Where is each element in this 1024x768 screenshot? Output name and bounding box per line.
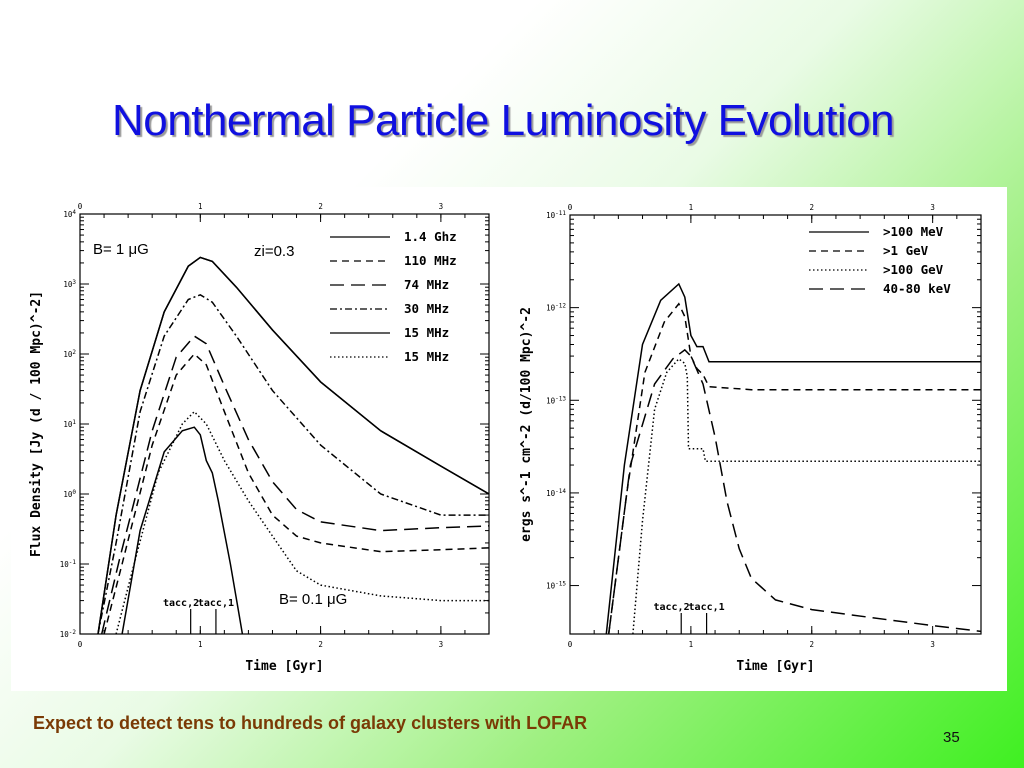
y-tick-label: 10-1 — [60, 559, 77, 569]
series-group — [606, 284, 981, 634]
y-tick-label: 10-14 — [546, 488, 566, 498]
y-tick-label: 10-2 — [60, 629, 77, 639]
x-tick-label: 3 — [439, 640, 444, 649]
figure-panel: 0 0 1 1 2 2 3 3 10-2 10-1 100 101 102 103 104 Time [Gyr… — [11, 187, 1007, 691]
page-number: 35 — [943, 729, 960, 746]
b-field-low-label: B= 0.1 μG — [279, 591, 347, 608]
x-tick-label: 0 — [568, 640, 573, 649]
plot-frame — [570, 215, 981, 634]
x-axis-title: Time [Gyr] — [245, 659, 323, 674]
y-axis-title: ergs s^-1 cm^-2 (d/100 Mpc)^-2 — [519, 307, 534, 542]
x-tick-label-top: 1 — [198, 202, 203, 211]
legend-label: >1 GeV — [883, 243, 929, 258]
series-line--1-gev-1 — [609, 304, 981, 634]
x-tick-label-top: 3 — [439, 202, 444, 211]
x-tick-label-top: 3 — [930, 203, 935, 212]
y-tick-label: 10-13 — [546, 395, 566, 405]
x-tick-label: 3 — [930, 640, 935, 649]
chart-1: 0 0 1 1 2 2 3 3 10-2 10-1 100 101 102 103 104 Time [Gyr… — [29, 202, 489, 674]
z-initial-label: zi=0.3 — [254, 243, 294, 260]
legend-label: 30 MHz — [404, 301, 449, 316]
series-line--100-gev-2 — [633, 359, 981, 634]
series-line--100-mev-0 — [606, 284, 981, 634]
x-tick-label-top: 2 — [810, 203, 815, 212]
slide-title: Nonthermal Particle Luminosity Evolution — [112, 96, 972, 146]
x-tick-label-top: 1 — [689, 203, 694, 212]
x-tick-label: 1 — [198, 640, 203, 649]
x-axis-title: Time [Gyr] — [736, 659, 814, 674]
y-axis-title: Flux Density [Jy (d / 100 Mpc)^-2] — [29, 291, 44, 557]
y-tick-label: 10-15 — [546, 581, 566, 591]
x-tick-label: 0 — [78, 640, 83, 649]
legend-label: 74 MHz — [404, 277, 449, 292]
chart-2: 0 0 1 1 2 2 3 3 10-15 10-14 10-13 10-12 10-11 Time [G… — [519, 203, 981, 674]
series-line-40-80-kev-3 — [609, 350, 981, 634]
legend-label: >100 MeV — [883, 224, 944, 239]
y-tick-label: 10-12 — [546, 303, 566, 313]
series-line-30-mhz-3 — [98, 295, 489, 634]
t-acc-1-label: tacc,1 — [689, 602, 725, 613]
y-tick-label: 10-11 — [546, 210, 566, 220]
caption: Expect to detect tens to hundreds of gal… — [33, 713, 587, 734]
b-field-high-label: B= 1 μG — [93, 241, 149, 258]
x-tick-label: 2 — [810, 640, 815, 649]
x-tick-label-top: 0 — [568, 203, 573, 212]
t-acc-1-label: tacc,1 — [198, 598, 234, 609]
x-tick-label: 2 — [318, 640, 323, 649]
legend-label: 15 MHz — [404, 349, 449, 364]
legend-label: 15 MHz — [404, 325, 449, 340]
y-tick-label: 103 — [63, 279, 76, 289]
legend-label: >100 GeV — [883, 262, 944, 277]
legend-label: 110 MHz — [404, 253, 457, 268]
series-line-74-mhz-2 — [102, 336, 489, 634]
y-tick-label: 102 — [63, 349, 76, 359]
x-tick-label-top: 0 — [78, 202, 83, 211]
y-tick-label: 100 — [63, 489, 76, 499]
y-tick-label: 101 — [63, 419, 76, 429]
x-tick-label-top: 2 — [318, 202, 323, 211]
t-acc-2-label: tacc,2 — [163, 598, 199, 609]
legend-label: 1.4 Ghz — [404, 229, 457, 244]
legend-label: 40-80 keV — [883, 281, 951, 296]
x-tick-label: 1 — [689, 640, 694, 649]
y-tick-label: 104 — [63, 209, 76, 219]
t-acc-2-label: tacc,2 — [653, 602, 689, 613]
